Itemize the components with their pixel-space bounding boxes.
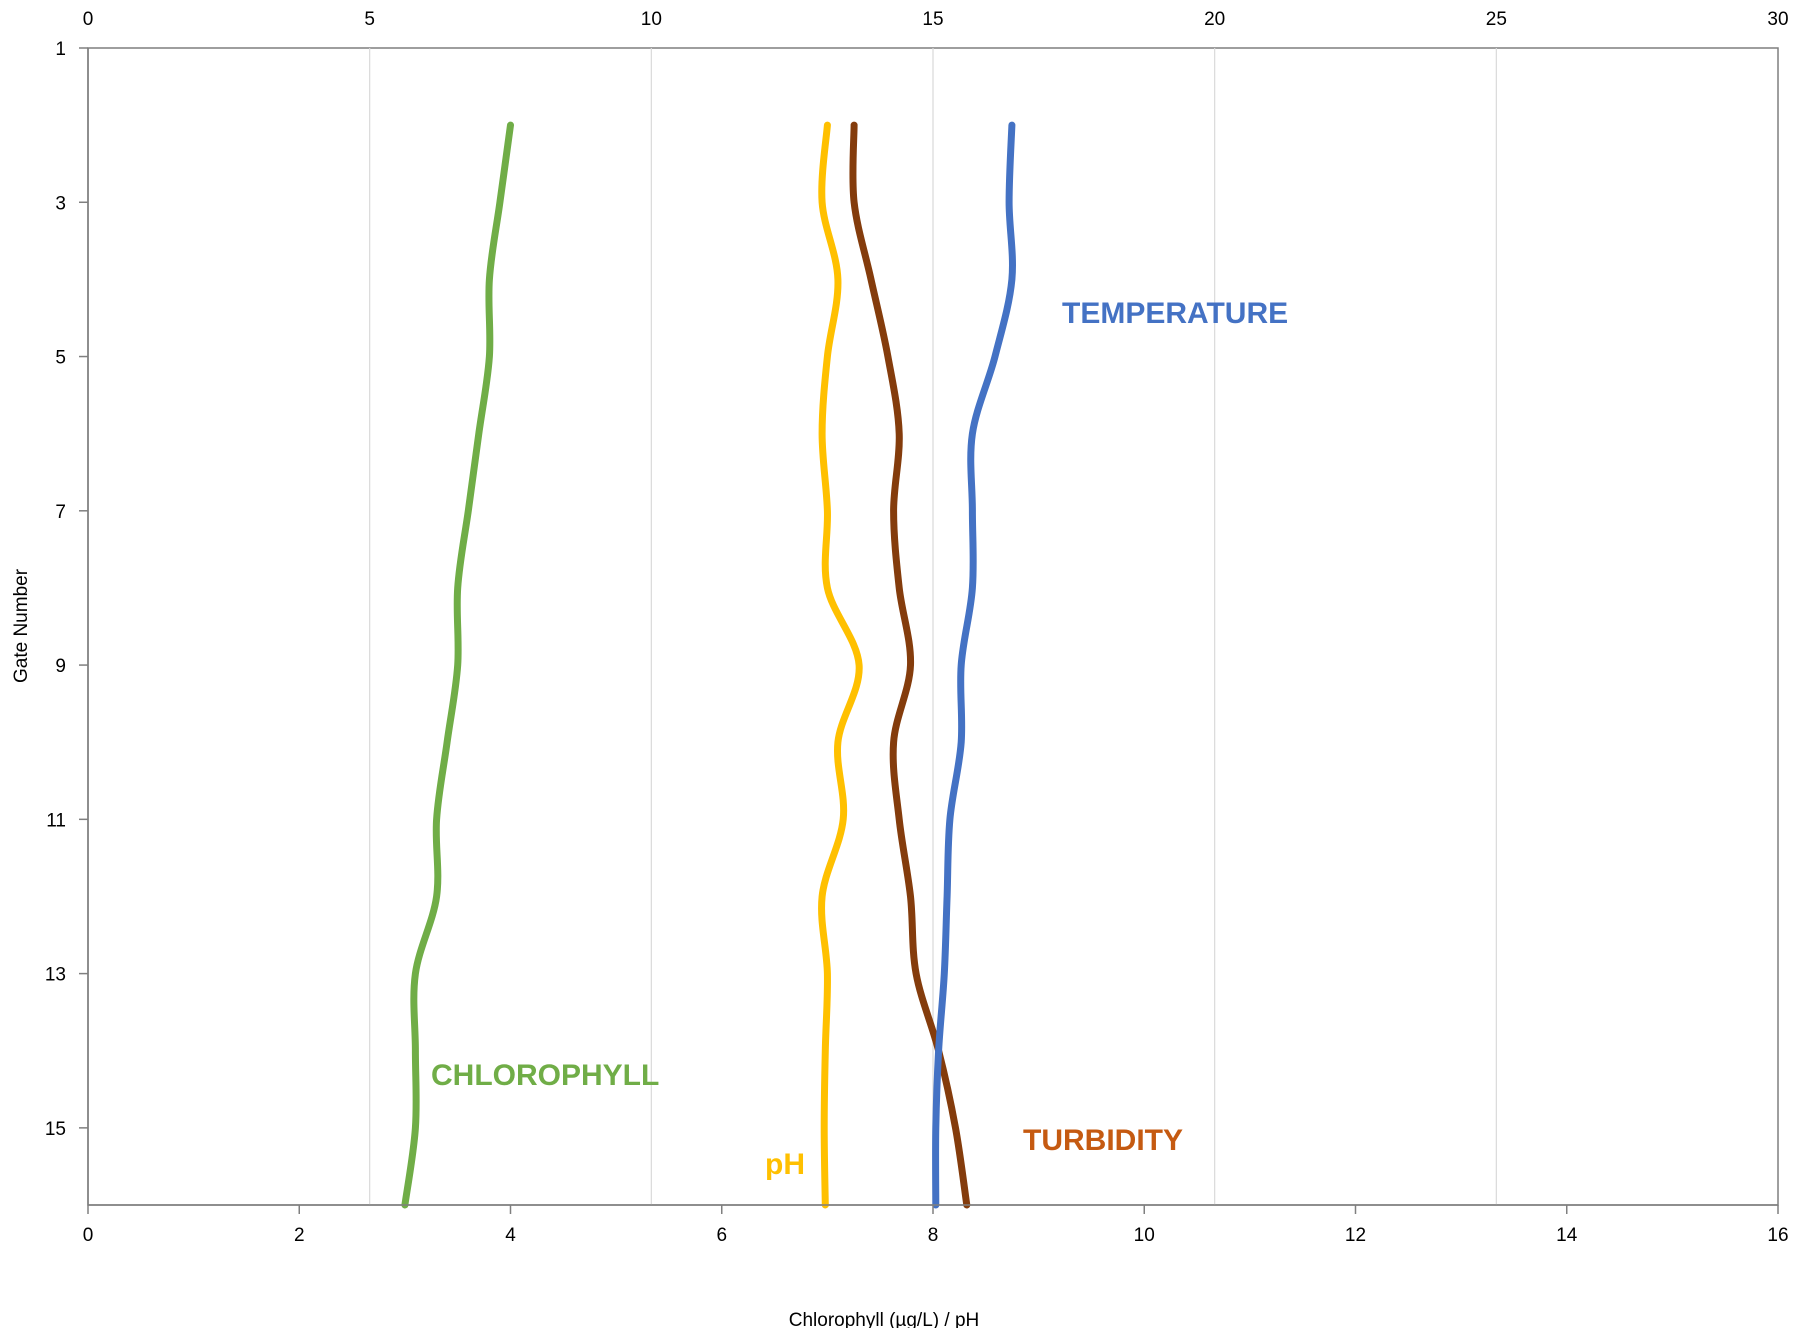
- series-labels: TEMPERATURE CHLOROPHYLL TURBIDITY pH: [431, 297, 1288, 1181]
- x-bottom-tick-label: 8: [928, 1225, 939, 1246]
- series-line-chlorophyll: [401, 121, 514, 1209]
- x-bottom-tick-label: 12: [1345, 1225, 1366, 1246]
- series-label-turbidity: TURBIDITY: [1023, 1124, 1183, 1157]
- series-line-turbidity: [849, 121, 971, 1209]
- y-tick-label: 5: [55, 348, 66, 369]
- x-top-tick-label: 10: [641, 9, 662, 30]
- x-bottom-tick-label: 16: [1767, 1225, 1788, 1246]
- x-bottom-tick-label: 10: [1134, 1225, 1155, 1246]
- gridlines: [369, 48, 1497, 1205]
- y-tick-label: 15: [45, 1119, 66, 1140]
- series-label-chlorophyll: CHLOROPHYLL: [431, 1059, 659, 1092]
- x-bottom-tick-label: 4: [505, 1225, 516, 1246]
- series-lines: [401, 121, 1016, 1209]
- y-axis-title: Gate Number: [11, 568, 32, 683]
- y-tick-label: 1: [55, 39, 66, 60]
- x-top-tick-label: 25: [1486, 9, 1507, 30]
- y-tick-label: 3: [55, 193, 66, 214]
- x-top-tick-label: 0: [83, 9, 94, 30]
- series-label-ph: pH: [765, 1148, 805, 1181]
- y-tick-label: 11: [46, 810, 66, 831]
- x-top-tick-label: 15: [922, 9, 943, 30]
- x-top-tick-label: 5: [364, 9, 375, 30]
- x-bottom-tick-label: 14: [1556, 1225, 1578, 1246]
- x-top-tick-label: 30: [1767, 9, 1788, 30]
- x-axis-title: Chlorophyll (µg/L) / pH: [789, 1310, 979, 1328]
- series-line-ph: [818, 121, 863, 1209]
- y-tick-label: 7: [55, 502, 66, 523]
- y-tick-label: 13: [45, 965, 66, 986]
- x-top-tick-label: 20: [1204, 9, 1225, 30]
- series-line-temperature: [932, 121, 1016, 1209]
- series-label-temperature: TEMPERATURE: [1062, 297, 1288, 330]
- x-bottom-tick-label: 0: [83, 1225, 94, 1246]
- y-tick-label: 9: [55, 656, 66, 677]
- x-bottom-tick-label: 2: [294, 1225, 305, 1246]
- x-bottom-tick-label: 6: [716, 1225, 727, 1246]
